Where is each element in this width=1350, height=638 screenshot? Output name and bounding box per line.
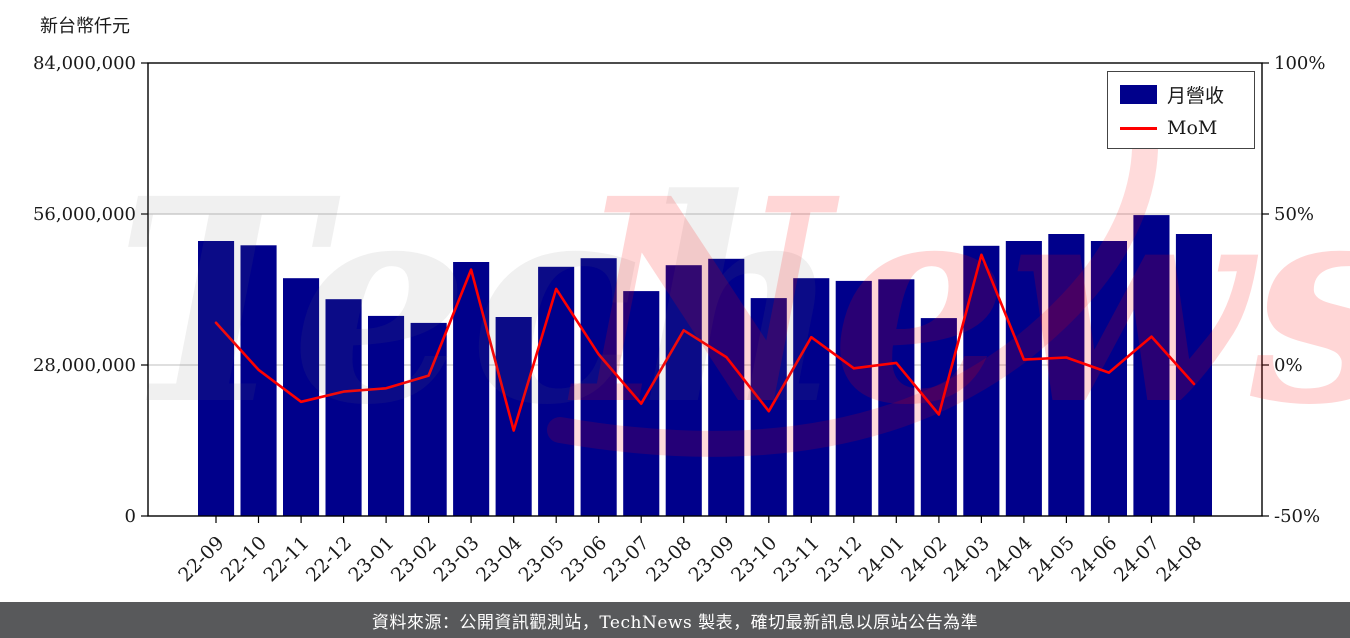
svg-text:0: 0	[125, 506, 136, 527]
svg-text:22-12: 22-12	[302, 532, 356, 586]
legend: 月營收 MoM	[1107, 71, 1255, 149]
watermark-tech-text: Tech	[115, 138, 843, 467]
legend-row-mom: MoM	[1120, 117, 1242, 139]
svg-text:23-08: 23-08	[642, 532, 696, 586]
legend-mom-label: MoM	[1167, 117, 1218, 139]
svg-text:24-08: 24-08	[1152, 532, 1206, 586]
svg-text:-50%: -50%	[1274, 506, 1320, 527]
svg-text:56,000,000: 56,000,000	[33, 204, 136, 225]
svg-text:24-05: 24-05	[1025, 532, 1079, 586]
svg-text:24-02: 24-02	[897, 532, 951, 586]
svg-text:23-10: 23-10	[727, 532, 781, 586]
svg-text:0%: 0%	[1274, 355, 1303, 376]
svg-text:100%: 100%	[1274, 53, 1325, 74]
y-axis-unit-label: 新台幣仟元	[40, 16, 130, 37]
svg-text:22-10: 22-10	[217, 532, 271, 586]
watermark-news-text: News	[566, 138, 1350, 467]
svg-text:23-11: 23-11	[770, 532, 824, 586]
legend-row-revenue: 月營收	[1120, 81, 1242, 108]
svg-text:22-09: 22-09	[174, 532, 228, 586]
svg-text:23-05: 23-05	[514, 532, 568, 586]
svg-text:24-03: 24-03	[940, 532, 994, 586]
source-footer-text: 資料來源：公開資訊觀測站，TechNews 製表，確切最新訊息以原站公告為準	[371, 612, 979, 633]
legend-revenue-label: 月營收	[1167, 85, 1225, 107]
svg-text:23-06: 23-06	[557, 532, 611, 586]
svg-text:84,000,000: 84,000,000	[33, 53, 136, 74]
watermark-swoosh	[547, 137, 1158, 457]
svg-text:23-09: 23-09	[685, 532, 739, 586]
svg-text:22-11: 22-11	[259, 532, 313, 586]
svg-text:24-07: 24-07	[1110, 532, 1164, 586]
svg-text:23-01: 23-01	[344, 532, 398, 586]
revenue-bar-swatch	[1120, 85, 1157, 104]
svg-text:24-04: 24-04	[982, 532, 1036, 586]
source-footer: 資料來源：公開資訊觀測站，TechNews 製表，確切最新訊息以原站公告為準	[0, 602, 1350, 638]
svg-text:23-04: 23-04	[472, 532, 526, 586]
svg-text:23-12: 23-12	[812, 532, 866, 586]
svg-text:50%: 50%	[1274, 204, 1314, 225]
svg-text:28,000,000: 28,000,000	[33, 355, 136, 376]
svg-text:24-06: 24-06	[1067, 532, 1121, 586]
svg-text:23-07: 23-07	[599, 532, 653, 586]
mom-line-swatch	[1120, 126, 1157, 130]
svg-text:23-03: 23-03	[429, 532, 483, 586]
svg-text:23-02: 23-02	[387, 532, 441, 586]
svg-text:24-01: 24-01	[855, 532, 909, 586]
